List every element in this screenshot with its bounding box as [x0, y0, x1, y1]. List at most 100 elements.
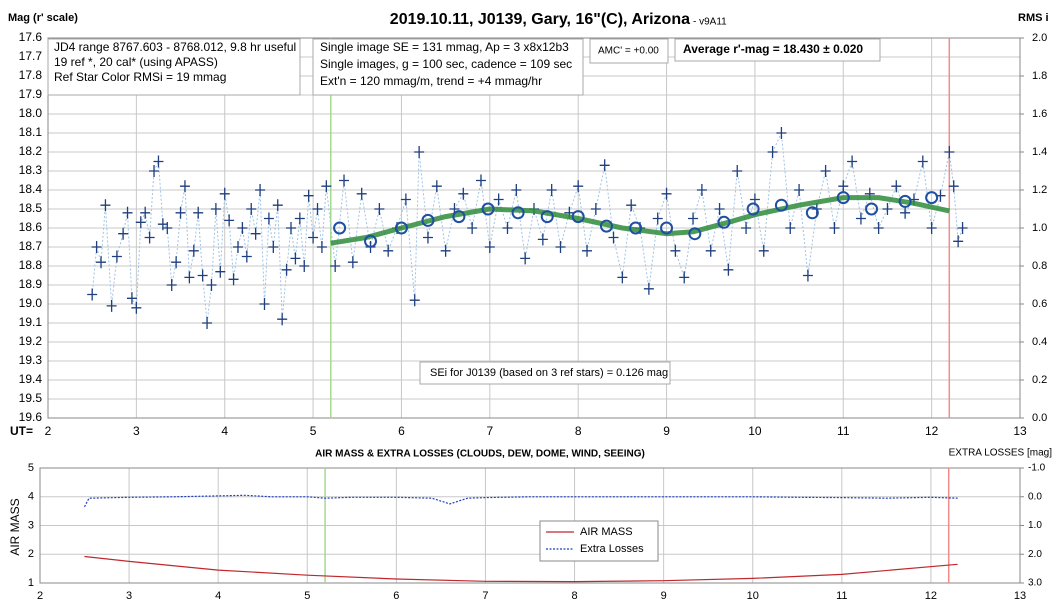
data-point: [356, 187, 367, 200]
x-axis-label: UT=: [10, 424, 33, 438]
data-point: [126, 292, 137, 305]
data-point: [179, 180, 190, 193]
legend-box: [539, 520, 659, 562]
x-tick-label: 5: [304, 590, 310, 602]
data-point: [847, 155, 858, 168]
data-point: [475, 174, 486, 187]
y-tick-label: 18.9: [19, 277, 43, 291]
x-tick-label: 7: [482, 590, 488, 602]
data-point: [219, 187, 230, 200]
y2-tick-label: -1.0: [1028, 463, 1046, 474]
annotation: Ref Star Color RMSi = 19 mmag: [54, 70, 226, 84]
data-point: [493, 193, 504, 206]
x-tick-label: 2: [45, 424, 52, 438]
x-tick-label: 12: [925, 424, 939, 438]
x-tick-label: 10: [748, 424, 762, 438]
data-point: [467, 222, 478, 234]
data-point: [316, 241, 327, 253]
legend-label: AIR MASS: [580, 526, 633, 538]
data-point: [96, 256, 107, 269]
data-point: [696, 184, 707, 196]
y-tick-label: 2: [28, 548, 34, 560]
y-tick-label: 18.5: [19, 201, 43, 215]
data-point: [944, 146, 955, 158]
binned-point: [836, 191, 850, 205]
binned-point: [717, 215, 731, 229]
data-point: [206, 279, 217, 291]
binned-point: [925, 191, 939, 205]
binned-point: [865, 202, 879, 216]
data-point: [144, 231, 155, 244]
data-point: [590, 203, 601, 215]
data-point: [171, 256, 182, 269]
data-point: [409, 294, 420, 307]
x-tick-label: 13: [1014, 590, 1026, 602]
data-point: [926, 222, 937, 234]
x-tick-label: 9: [661, 590, 667, 602]
chart-title: AIR MASS & EXTRA LOSSES (CLOUDS, DEW, DO…: [315, 449, 645, 460]
y-tick-label: 19.6: [19, 410, 43, 424]
data-point: [679, 271, 690, 284]
data-point: [347, 256, 358, 269]
y2-tick-label: 0.4: [1032, 336, 1047, 348]
binned-point: [660, 221, 674, 235]
data-point: [281, 263, 292, 276]
data-point: [794, 184, 805, 196]
data-point: [732, 165, 743, 177]
y-tick-label: 18.0: [19, 106, 43, 120]
plot-frame: [47, 37, 1021, 419]
y-tick-label: 17.7: [19, 49, 43, 63]
x-tick-label: 4: [221, 424, 228, 438]
y2-tick-label: 1.0: [1028, 520, 1042, 531]
data-point: [202, 317, 213, 329]
y-axis-label: AIR MASS: [8, 498, 22, 555]
y-tick-label: 5: [28, 462, 34, 474]
annotation: 19 ref *, 20 cal* (using APASS): [54, 55, 218, 69]
data-point: [900, 206, 911, 219]
data-point: [820, 165, 831, 177]
chart-title: 2019.10.11, J0139, Gary, 16"(C), Arizona: [390, 11, 690, 28]
data-point: [286, 222, 296, 234]
annotation: Average r'-mag = 18.430 ± 0.020: [683, 42, 863, 56]
binned-point: [599, 219, 613, 233]
data-point: [511, 184, 522, 196]
y-tick-label: 19.0: [19, 296, 43, 310]
binned-point: [540, 210, 554, 224]
y-tick-label: 17.9: [19, 87, 43, 101]
y-tick-label: 18.1: [19, 125, 43, 139]
binned-point: [774, 198, 788, 212]
data-point: [277, 313, 288, 326]
plot-frame: [39, 467, 1021, 584]
annotation: Single images, g = 100 sec, cadence = 10…: [320, 57, 572, 71]
data-point: [741, 222, 752, 234]
data-point: [838, 180, 849, 193]
data-point: [957, 222, 968, 234]
data-point: [106, 299, 117, 312]
data-point: [135, 216, 146, 229]
data-point: [643, 282, 654, 295]
data-point: [175, 206, 186, 219]
data-point: [87, 288, 98, 301]
data-point: [652, 212, 663, 225]
data-point: [228, 273, 239, 286]
x-tick-label: 6: [398, 424, 405, 438]
y-tick-label: 4: [28, 491, 34, 503]
data-point: [383, 244, 394, 257]
x-tick-label: 8: [575, 424, 582, 438]
data-point: [785, 222, 796, 234]
data-point: [299, 260, 310, 272]
data-point: [758, 244, 769, 257]
info-box: [312, 38, 584, 96]
data-point: [246, 203, 257, 215]
y2-tick-label: 2.0: [1032, 32, 1047, 44]
x-tick-label: 3: [126, 590, 132, 602]
x-tick-label: 8: [571, 590, 577, 602]
y2-tick-label: 1.6: [1032, 108, 1047, 120]
annotation: JD4 range 8767.603 - 8768.012, 9.8 hr us…: [54, 40, 296, 54]
data-point: [414, 146, 425, 158]
data-point: [162, 222, 173, 234]
data-point: [599, 159, 610, 172]
data-point: [122, 206, 133, 219]
data-point: [617, 271, 628, 284]
data-point: [855, 212, 866, 225]
